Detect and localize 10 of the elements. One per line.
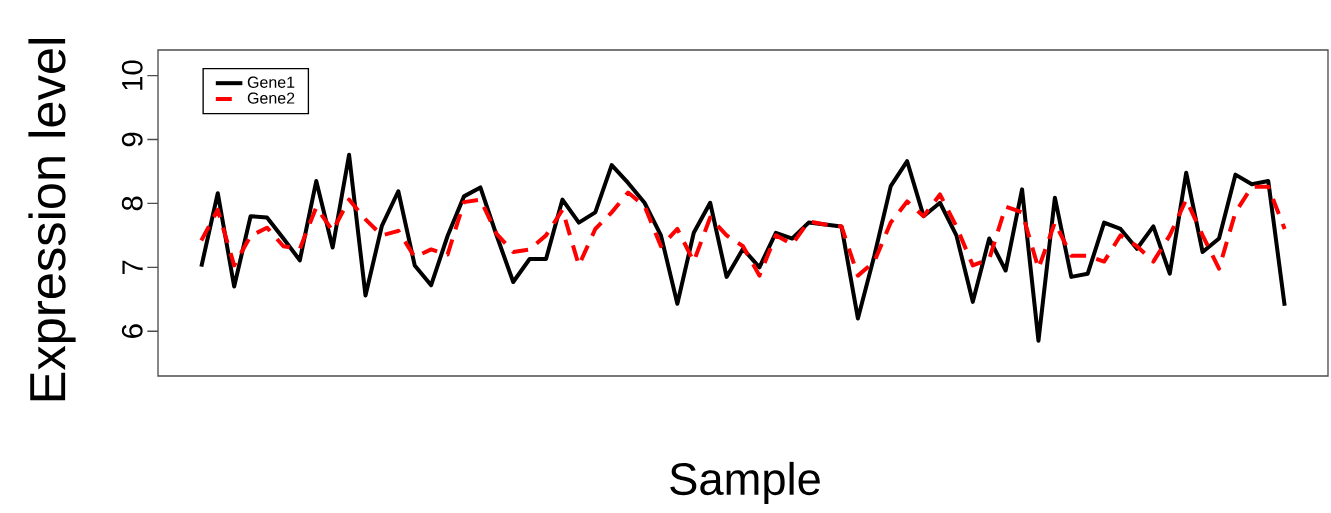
legend-label: Gene2 [247, 92, 295, 104]
line-series [199, 184, 1287, 278]
y-tick-label: 8 [121, 196, 143, 211]
y-axis-title: Expression level [28, 39, 76, 401]
legend-label: Gene1 [247, 76, 295, 88]
y-tick-label: 7 [122, 260, 143, 274]
x-axis-title: Sample [670, 461, 820, 505]
y-tick-label: 6 [121, 324, 143, 338]
y-tick-label: 9 [121, 132, 143, 147]
y-tick-label: 10 [121, 60, 143, 90]
